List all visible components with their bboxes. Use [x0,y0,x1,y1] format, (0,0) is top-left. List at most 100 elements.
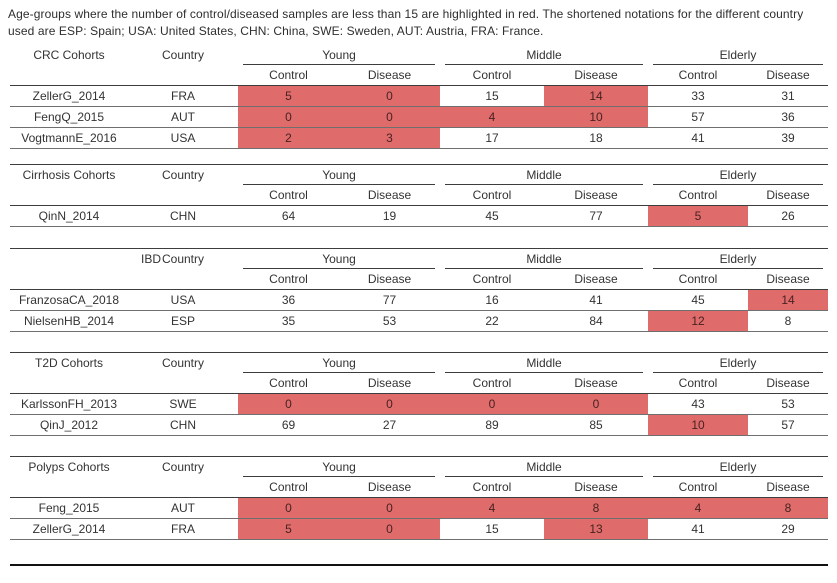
country-code: SWE [169,397,197,411]
sample-count-cell: 41 [691,522,705,536]
control-column-header: Control [269,376,308,390]
table-title: Polyps Cohorts [28,460,110,474]
table-row: QinN_2014 CHN 64 19 45 77 5 26 [10,206,828,227]
sample-count-cell: 36 [781,110,795,124]
sample-count-cell: 89 [485,418,499,432]
sample-count-cell: 53 [781,397,795,411]
age-group-header: Elderly [653,249,823,269]
sample-count-cell: 31 [781,89,795,103]
sample-count-cell-highlighted: 0 [339,86,440,106]
country-column-header: Country [161,460,205,474]
sample-count-cell-highlighted: 8 [748,498,828,518]
sample-count-cell: 36 [281,293,296,307]
age-group-header: Middle [445,457,643,477]
empty-cell [128,269,238,289]
sample-count-cell-highlighted: 0 [238,394,339,414]
group-header-row: Cirrhosis Cohorts Country Young Middle Elder… [10,165,828,185]
sample-count-cell: 77 [589,209,603,223]
group-header-row: IBD Country Young Middle Elderly [10,249,828,269]
cohort-table: Polyps Cohorts Country Young Middle Elderly C… [10,456,828,540]
country-column-header: Country [161,168,205,182]
disease-column-header: Disease [574,188,618,202]
sample-count-cell: 77 [382,293,397,307]
sample-count-cell-highlighted: 0 [544,394,648,414]
table-row: ZellerG_2014 FRA 5 0 15 14 33 31 [10,86,828,107]
sample-count-cell-highlighted: 5 [238,86,339,106]
sample-count-cell: 41 [589,293,603,307]
control-column-header: Control [269,68,308,82]
disease-column-header: Disease [367,188,412,202]
empty-cell [128,65,238,85]
cohort-tables-container: CRC Cohorts Country Young Middle Elderly Cont… [10,45,828,540]
empty-cell [10,373,128,393]
sample-count-cell-highlighted: 8 [544,498,648,518]
empty-cell [128,373,238,393]
table-row: FranzosaCA_2018 USA 36 77 16 41 45 14 [10,290,828,311]
sample-count-cell-highlighted: 5 [648,206,748,226]
sample-count-cell: 15 [485,522,499,536]
table-title: IBD [140,252,161,266]
sample-count-cell-highlighted: 0 [238,107,339,127]
sample-count-cell: 39 [781,131,795,145]
table-row: VogtmannE_2016 USA 2 3 17 18 41 39 [10,128,828,149]
sample-count-cell: 33 [691,89,705,103]
country-code: FRA [171,522,195,536]
sample-count-cell: 19 [382,209,397,223]
sample-count-cell-highlighted: 0 [339,394,440,414]
sample-count-cell-highlighted: 5 [238,519,339,539]
control-column-header: Control [678,376,718,390]
disease-column-header: Disease [367,376,412,390]
age-group-header: Young [243,165,435,185]
age-group-header: Elderly [653,45,823,65]
control-column-header: Control [678,272,718,286]
table-row: Feng_2015 AUT 0 0 4 8 4 8 [10,498,828,519]
control-column-header: Control [269,188,308,202]
group-header-row: Polyps Cohorts Country Young Middle Elderly [10,457,828,477]
cohort-table: IBD Country Young Middle Elderly Control Disea… [10,248,828,332]
control-column-header: Control [472,376,512,390]
sample-count-cell-highlighted: 0 [339,519,440,539]
table-row: KarlssonFH_2013 SWE 0 0 0 0 43 53 [10,394,828,415]
country-code: CHN [170,209,196,223]
sample-count-cell-highlighted: 3 [339,128,440,148]
disease-column-header: Disease [766,188,810,202]
country-code: USA [170,293,196,307]
table-title: CRC Cohorts [33,48,105,62]
sample-count-cell: 84 [589,314,603,328]
table-row: ZellerG_2014 FRA 5 0 15 13 41 29 [10,519,828,540]
age-group-header: Elderly [653,165,823,185]
country-column-header: Country [161,252,205,266]
sample-count-cell-highlighted: 0 [339,498,440,518]
age-group-header: Elderly [653,353,823,373]
sample-count-cell-highlighted: 0 [440,394,544,414]
cohort-table: CRC Cohorts Country Young Middle Elderly Cont… [10,45,828,149]
cohort-table: T2D Cohorts Country Young Middle Elderly Cont… [10,352,828,436]
disease-column-header: Disease [766,68,810,82]
sample-count-cell: 85 [589,418,603,432]
cohort-name: KarlssonFH_2013 [20,397,118,411]
disease-column-header: Disease [766,272,810,286]
table-title: Cirrhosis Cohorts [22,168,116,182]
disease-column-header: Disease [574,68,618,82]
disease-column-header: Disease [766,480,810,494]
disease-column-header: Disease [574,480,618,494]
sample-count-cell-highlighted: 4 [440,107,544,127]
sample-count-cell-highlighted: 14 [748,290,828,310]
sample-count-cell: 35 [281,314,296,328]
subheader-row: Control Disease Control Disease Control Disea… [10,477,828,498]
sample-count-cell: 16 [485,293,499,307]
cohort-name: FengQ_2015 [33,110,105,124]
sample-count-cell-highlighted: 13 [544,519,648,539]
group-header-row: CRC Cohorts Country Young Middle Elderly [10,45,828,65]
control-column-header: Control [678,188,718,202]
control-column-header: Control [678,68,718,82]
control-column-header: Control [269,480,308,494]
sample-count-cell: 43 [691,397,705,411]
disease-column-header: Disease [367,272,412,286]
sample-count-cell: 18 [589,131,603,145]
sample-count-cell: 29 [781,522,795,536]
empty-cell [128,477,238,497]
sample-count-cell-highlighted: 2 [238,128,339,148]
sample-count-cell-highlighted: 10 [648,415,748,435]
country-code: CHN [170,418,196,432]
